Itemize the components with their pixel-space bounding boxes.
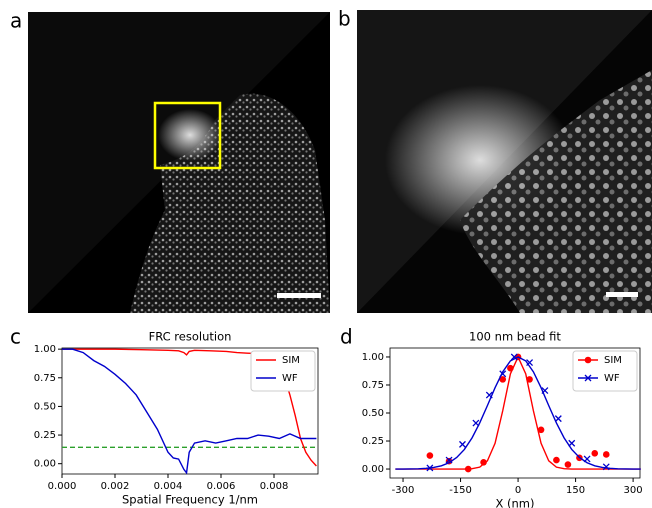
x-axis-label: Spatial Frequency 1/nm	[122, 493, 258, 507]
y-tick-label: 0.25	[362, 436, 384, 447]
chart-title: FRC resolution	[149, 330, 232, 344]
marker-dot	[602, 451, 610, 458]
marker-x	[526, 359, 534, 367]
x-axis-label: X (nm)	[496, 497, 535, 508]
marker-x	[568, 439, 576, 447]
marker-x	[426, 464, 434, 472]
marker-dot	[464, 465, 472, 473]
marker-x	[472, 419, 480, 427]
x-tick-label: 150	[566, 485, 585, 496]
marker-x	[510, 353, 518, 361]
marker-dot	[553, 456, 560, 464]
marker-dot	[499, 376, 507, 383]
legend-label: WF	[604, 373, 620, 384]
y-tick-label: 0.50	[362, 408, 384, 419]
marker-dot	[480, 459, 487, 466]
marker-x	[459, 440, 466, 448]
y-tick-label: 0.50	[34, 401, 56, 412]
y-tick-label: 1.00	[34, 344, 56, 355]
series-line	[395, 356, 641, 470]
x-tick-label: 0	[515, 485, 521, 496]
marker-x	[602, 463, 610, 471]
y-tick-label: 1.00	[362, 352, 384, 363]
y-tick-label: 0.25	[34, 430, 56, 441]
legend-label: SIM	[604, 355, 622, 366]
marker-dot	[426, 452, 434, 459]
panel-label: d	[340, 325, 353, 349]
marker-x	[583, 455, 591, 463]
marker-dot	[537, 426, 545, 434]
marker-x	[554, 415, 562, 423]
y-tick-label: 0.75	[362, 380, 384, 391]
legend-marker	[584, 374, 592, 382]
marker-dot	[564, 461, 572, 468]
legend-box	[250, 350, 316, 392]
x-tick-label: -300	[392, 485, 415, 496]
series-line	[62, 348, 317, 467]
x-tick-label: 0.006	[207, 481, 236, 492]
marker-dot	[591, 450, 599, 457]
y-tick-label: 0.00	[34, 459, 56, 470]
x-tick-label: 300	[624, 485, 643, 496]
marker-x	[499, 370, 507, 378]
image-a	[28, 12, 330, 313]
chart-title: 100 nm bead fit	[469, 330, 561, 344]
panel-label: a	[10, 9, 22, 33]
y-tick-label: 0.75	[34, 373, 56, 384]
legend-marker	[584, 356, 592, 364]
legend-label: SIM	[282, 355, 300, 366]
x-tick-label: 0.000	[48, 481, 77, 492]
marker-x	[541, 387, 549, 395]
marker-dot	[526, 376, 533, 383]
panel-label: b	[338, 7, 351, 31]
image-b	[357, 10, 652, 313]
x-tick-label: -150	[449, 485, 472, 496]
x-tick-label: 0.002	[101, 481, 130, 492]
marker-dot	[507, 364, 514, 372]
x-tick-label: 0.008	[260, 481, 289, 492]
marker-x	[485, 391, 493, 399]
marker-x	[445, 456, 453, 464]
x-tick-label: 0.004	[154, 481, 183, 492]
legend-label: WF	[282, 373, 298, 384]
plot-frame	[61, 347, 319, 475]
panel-label: c	[10, 325, 21, 349]
y-tick-label: 0.00	[362, 464, 384, 475]
series-line	[62, 348, 317, 475]
